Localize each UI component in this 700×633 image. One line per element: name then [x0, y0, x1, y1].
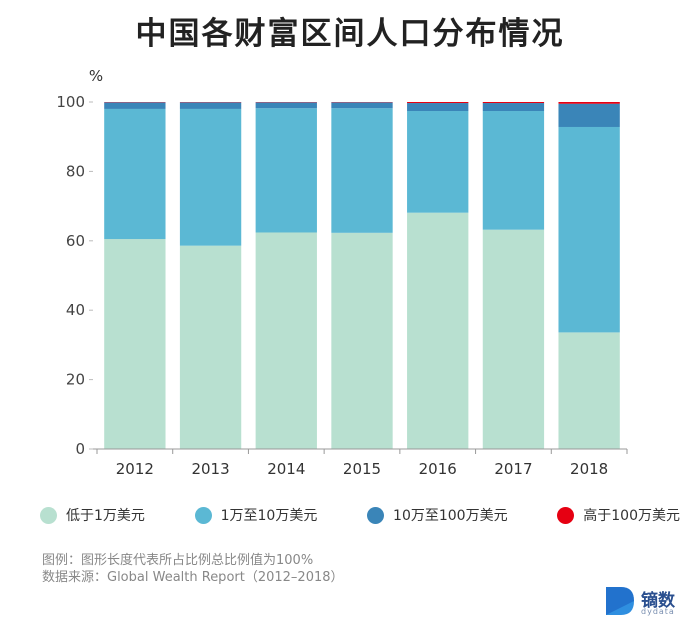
- x-tick-label: 2016: [419, 460, 457, 478]
- legend-label: 高于100万美元: [583, 508, 680, 524]
- legend-swatch: [367, 506, 385, 524]
- y-tick-label: 60: [66, 232, 85, 250]
- x-tick-label: 2017: [494, 460, 532, 478]
- bar-segment-2016-s3: [407, 103, 469, 112]
- bar-segment-2014-s2: [255, 108, 317, 233]
- bar-segment-2017-s3: [482, 103, 545, 112]
- legend-item-3: 10万至100万美元: [367, 505, 508, 525]
- bar-segment-2014-s3: [255, 102, 317, 109]
- legend-swatch: [194, 506, 212, 524]
- legend-label: 1万至10万美元: [220, 508, 318, 524]
- bar-segment-2018-s1: [558, 332, 620, 449]
- bar-segment-2018-s4: [558, 102, 620, 104]
- legend-item-2: 1万至10万美元: [194, 505, 318, 525]
- bar-segment-2013-s1: [179, 245, 242, 449]
- legend-item-4: 高于100万美元: [557, 505, 680, 525]
- bar-segment-2013-s3: [179, 102, 242, 109]
- chart-title: 中国各财富区间人口分布情况: [135, 16, 565, 52]
- bar-segment-2016-s1: [407, 212, 469, 449]
- footnotes: 图例：图形长度代表所占比例总比例值为100% 数据来源：Global Wealt…: [42, 552, 344, 586]
- x-tick-label: 2014: [267, 460, 305, 478]
- bar-segment-2018-s3: [558, 103, 620, 127]
- bar-segment-2017-s2: [482, 111, 545, 230]
- legend-swatch: [557, 506, 575, 524]
- bar-segment-2013-s2: [179, 108, 242, 246]
- legend-note: 图例：图形长度代表所占比例总比例值为100%: [42, 553, 314, 568]
- y-tick-label: 0: [75, 440, 85, 458]
- bar-segment-2014-s1: [255, 232, 317, 449]
- bar-segment-2012-s1: [104, 239, 166, 449]
- brand-logo: 镝数 dydata: [603, 584, 693, 624]
- x-tick-label: 2015: [343, 460, 381, 478]
- x-tick-label: 2018: [570, 460, 608, 478]
- legend-label: 低于1万美元: [66, 508, 145, 524]
- y-axis-unit: %: [89, 67, 103, 85]
- bar-segment-2015-s3: [331, 102, 393, 109]
- legend-item-1: 低于1万美元: [40, 505, 145, 525]
- source-note: 数据来源：Global Wealth Report（2012–2018）: [42, 570, 344, 585]
- bar-segment-2017-s4: [482, 102, 545, 104]
- stacked-bar-chart: % 0 20 40 60 80 100 2012 2013 2014 2015 2016 2017 2…: [56, 67, 628, 478]
- y-tick-label: 100: [56, 93, 85, 111]
- y-tick-label: 80: [66, 162, 85, 180]
- bar-segment-2017-s1: [482, 229, 545, 449]
- brand-name: 镝数: [641, 591, 675, 611]
- y-tick-label: 40: [66, 301, 85, 319]
- bar-segment-2015-s1: [331, 232, 393, 449]
- brand-sub: dydata: [641, 607, 675, 616]
- x-tick-label: 2013: [191, 460, 229, 478]
- y-tick-label: 20: [66, 371, 85, 389]
- bar-segment-2012-s3: [104, 102, 166, 109]
- legend: 低于1万美元 1万至10万美元 10万至100万美元 高于100万美元: [40, 505, 680, 525]
- x-tick-label: 2012: [116, 460, 154, 478]
- legend-label: 10万至100万美元: [393, 508, 508, 524]
- bar-segment-2012-s2: [104, 108, 166, 240]
- brand-logo-icon: [606, 587, 634, 615]
- bar-segment-2018-s2: [558, 126, 620, 333]
- bar-segment-2016-s4: [407, 102, 469, 104]
- bar-segment-2016-s2: [407, 111, 469, 213]
- legend-swatch: [40, 506, 57, 524]
- bar-segment-2015-s2: [331, 108, 393, 233]
